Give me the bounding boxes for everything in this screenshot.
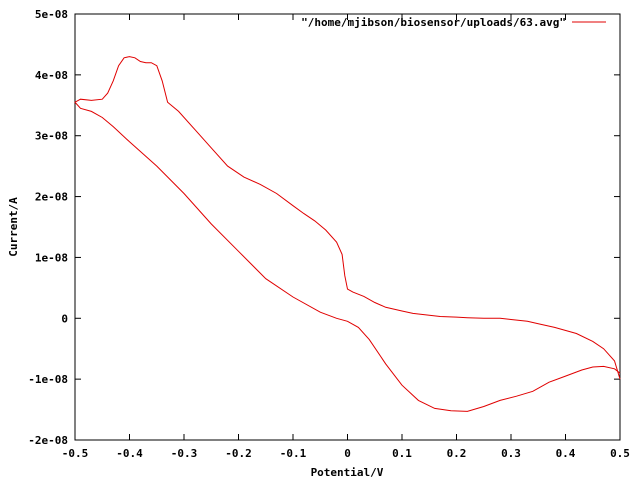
tick-labels: -0.5 -0.4 -0.3 -0.2 -0.1 0 0.1 0.2 0.3 0.4 0.5 -2e-… bbox=[28, 8, 630, 460]
y-tick-label: 4e-08 bbox=[35, 69, 68, 82]
y-tick-label: 3e-08 bbox=[35, 130, 68, 143]
y-tick-label: -2e-08 bbox=[28, 434, 68, 447]
y-tick-label: 0 bbox=[61, 312, 68, 325]
plot-border bbox=[74, 13, 621, 441]
x-tick-label: -0.2 bbox=[225, 447, 252, 460]
x-tick-label: 0.2 bbox=[447, 447, 467, 460]
x-tick-label: 0.3 bbox=[501, 447, 521, 460]
series-line bbox=[74, 56, 621, 412]
y-tick-label: 5e-08 bbox=[35, 8, 68, 21]
y-tick-label: -1e-08 bbox=[28, 373, 68, 386]
axis-ticks bbox=[74, 13, 621, 441]
x-tick-label: 0.5 bbox=[610, 447, 630, 460]
x-tick-label: -0.5 bbox=[62, 447, 89, 460]
y-tick-label: 1e-08 bbox=[35, 251, 68, 264]
x-tick-label: 0.1 bbox=[392, 447, 412, 460]
legend: "/home/mjibson/biosensor/uploads/63.avg" bbox=[301, 16, 606, 29]
x-tick-label: 0 bbox=[344, 447, 351, 460]
x-tick-label: -0.1 bbox=[280, 447, 307, 460]
x-tick-label: -0.4 bbox=[116, 447, 143, 460]
x-tick-label: -0.3 bbox=[171, 447, 198, 460]
x-axis-label: Potential/V bbox=[311, 466, 384, 479]
y-tick-label: 2e-08 bbox=[35, 191, 68, 204]
x-tick-label: 0.4 bbox=[556, 447, 576, 460]
legend-label: "/home/mjibson/biosensor/uploads/63.avg" bbox=[301, 16, 566, 29]
y-axis-label: Current/A bbox=[7, 197, 20, 257]
